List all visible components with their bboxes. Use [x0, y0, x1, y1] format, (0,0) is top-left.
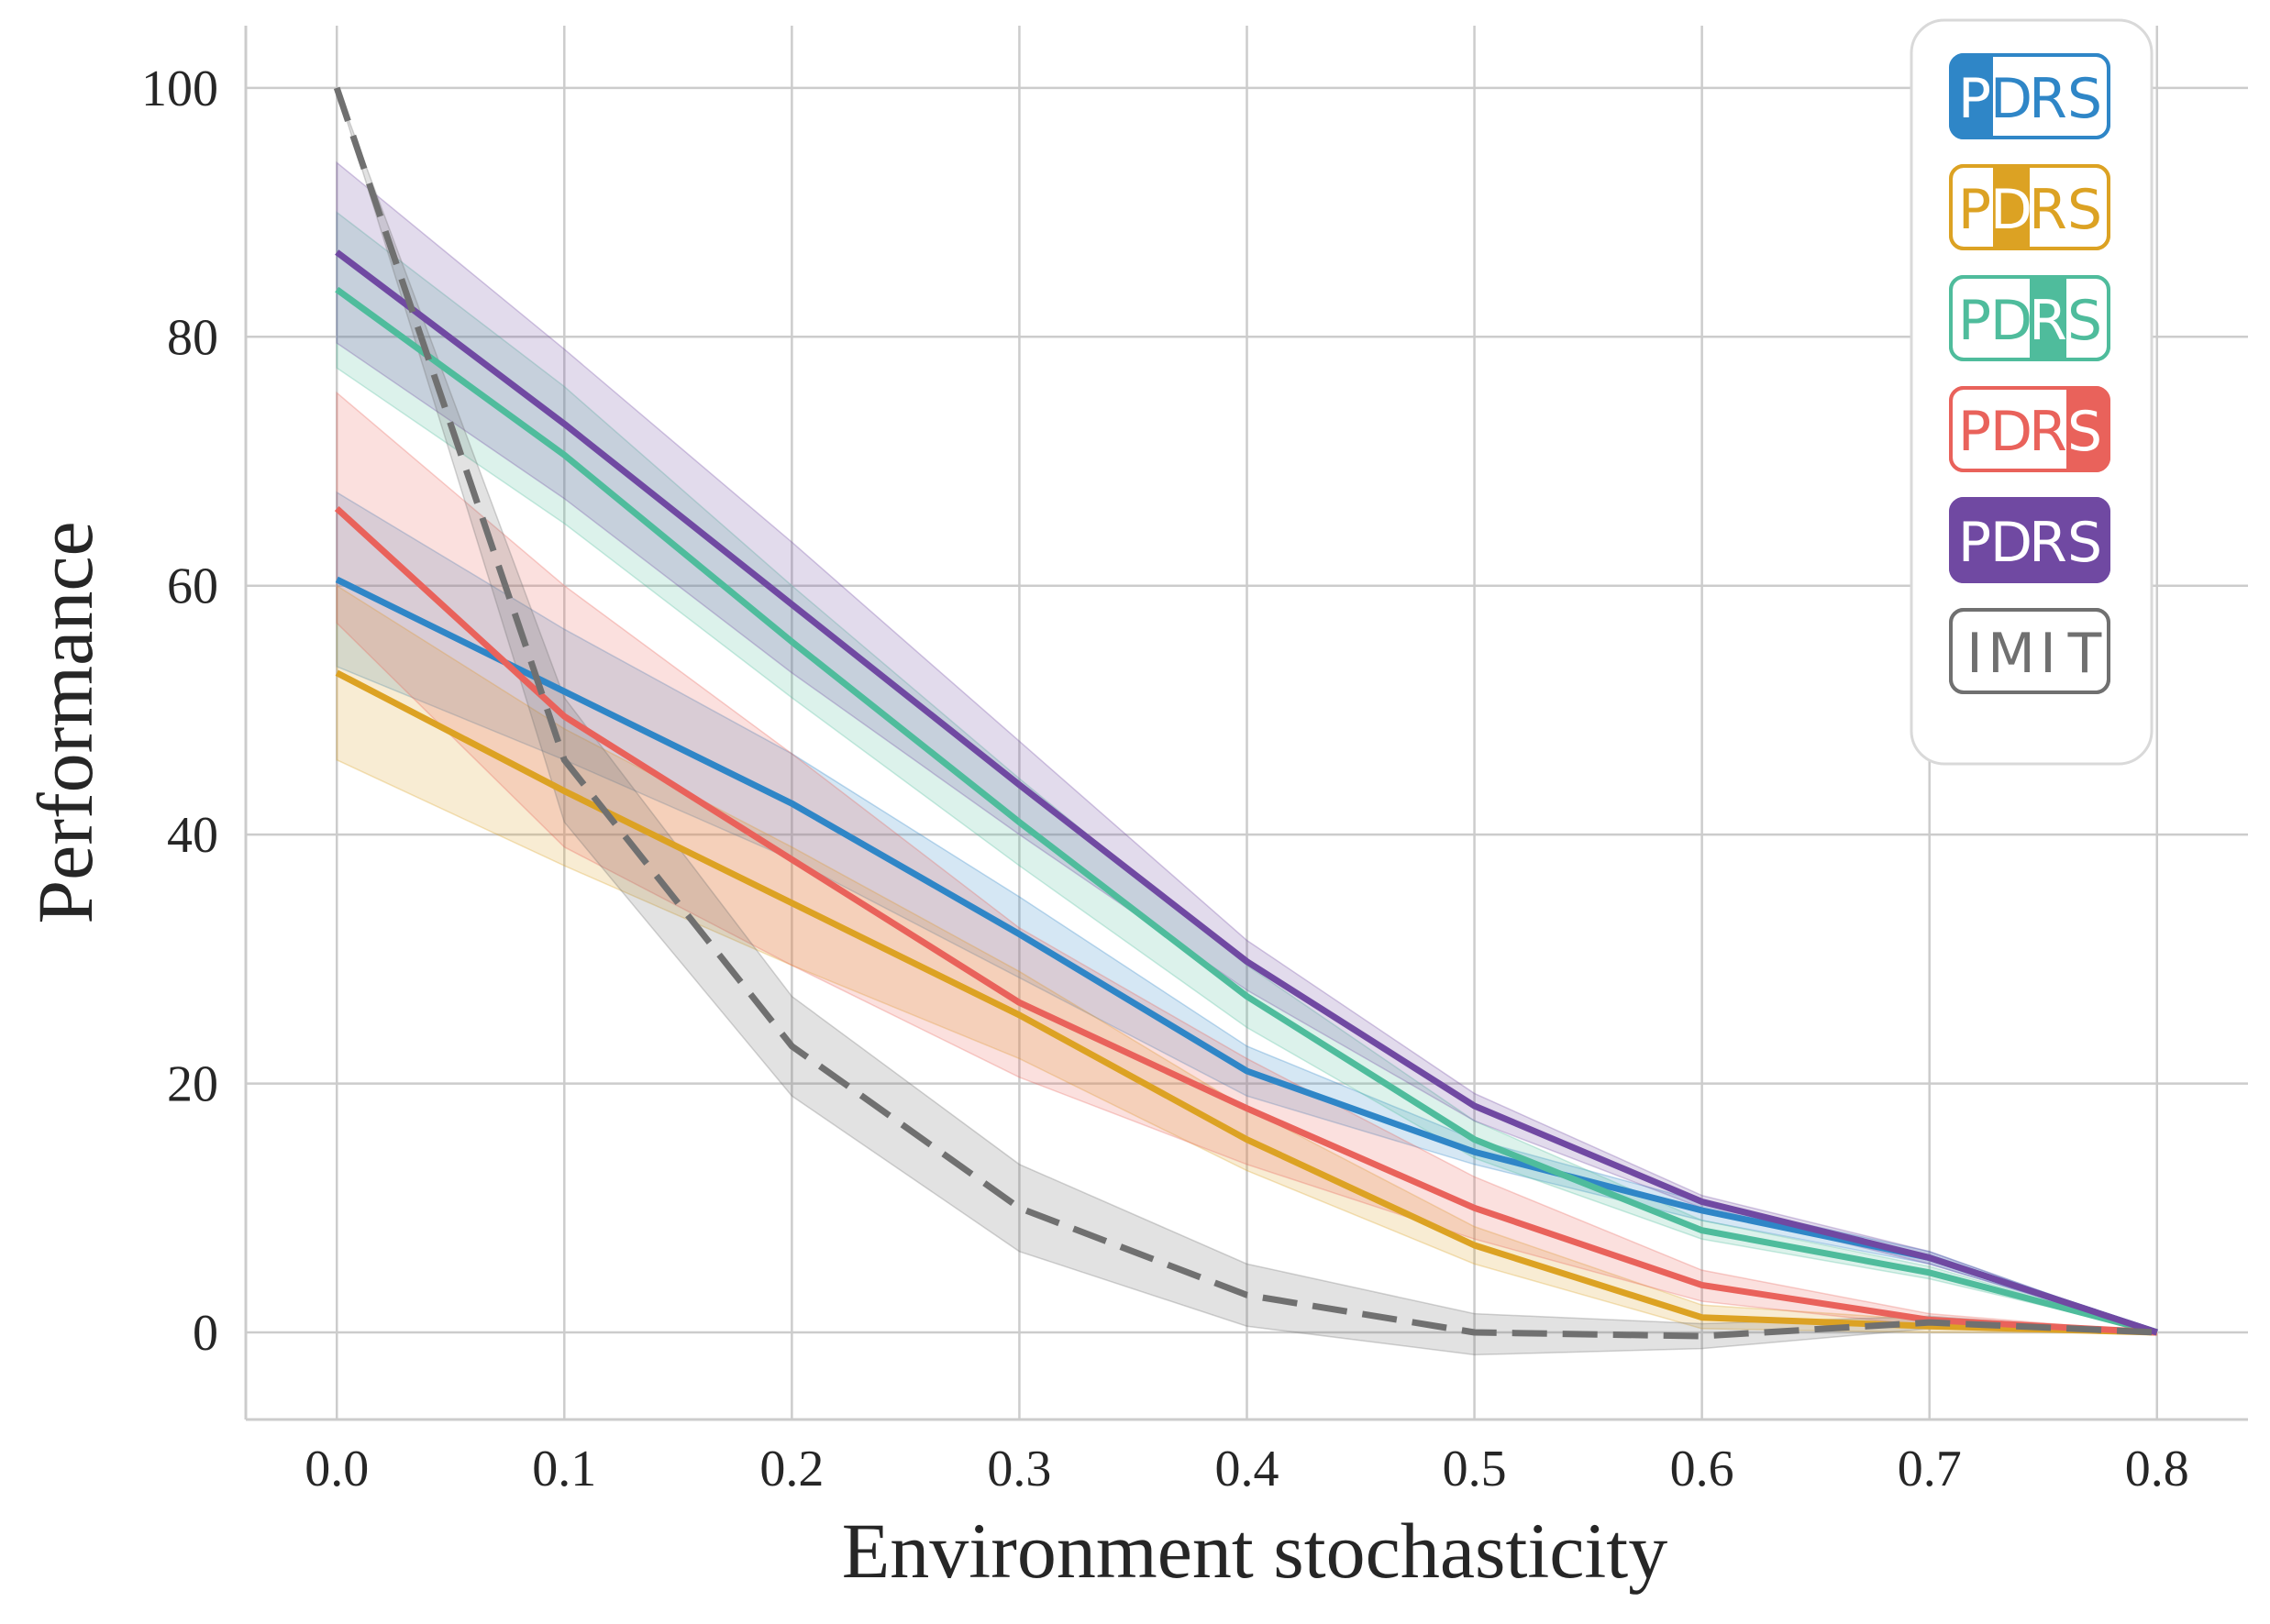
legend-entry-2: PDR S	[1949, 275, 2110, 361]
legend-letter: D	[1990, 178, 2032, 242]
series-3-line	[334, 505, 2157, 1336]
y-tick-label: 20	[167, 1056, 218, 1113]
legend-letter: S	[2067, 289, 2102, 353]
x-axis-title: Environment stochasticity	[842, 1507, 1667, 1595]
x-tick-label: 0.7	[1898, 1441, 1962, 1497]
legend-letter: P	[1958, 67, 1991, 131]
axes	[244, 26, 2248, 1421]
legend-entry-3: PDR S	[1949, 386, 2110, 472]
y-tick-label: 0	[193, 1305, 218, 1362]
x-tick-label: 0.2	[759, 1441, 824, 1497]
y-tick-label: 40	[167, 807, 218, 864]
series-lines	[333, 86, 2158, 1340]
legend-letter: D	[1990, 511, 2032, 575]
legend-badge-border	[1949, 53, 2110, 139]
legend-badge-border	[1949, 164, 2110, 250]
legend-letter: R	[2029, 289, 2067, 353]
legend-letter: R	[2029, 67, 2067, 131]
legend-highlight-fill	[2066, 388, 2096, 470]
legend-letter: D	[1990, 67, 2032, 131]
x-tick-label: 0.1	[532, 1441, 596, 1497]
legend-letter: S	[2067, 67, 2102, 131]
y-tick-label: 80	[167, 309, 218, 366]
series-5-line	[333, 86, 2157, 1340]
tick-labels: 0.0 0.1 0.2 0.3 0.4 0.5 0.6 0.7 0.8 0 20 40 60 80 100	[141, 61, 2189, 1497]
legend-letter: R	[2029, 178, 2067, 242]
y-tick-label: 100	[141, 61, 218, 117]
legend-letter: S	[2067, 511, 2102, 575]
legend-badge-border	[1949, 608, 2110, 694]
x-tick-label: 0.6	[1670, 1441, 1734, 1497]
x-tick-label: 0.4	[1215, 1441, 1279, 1497]
y-tick-label: 60	[167, 558, 218, 615]
x-tick-label: 0.3	[987, 1441, 1051, 1497]
legend-badge-border	[1949, 497, 2110, 583]
legend-badge-border	[1949, 275, 2110, 361]
x-tick-label: 0.0	[305, 1441, 369, 1497]
legend-letter: P	[1958, 511, 1991, 575]
legend-letter: P	[1958, 400, 1991, 464]
legend-entry-0: PDR S	[1949, 53, 2110, 139]
legend-letter: I	[1966, 622, 1983, 686]
series-1-line	[335, 669, 2157, 1336]
legend-letter: R	[2029, 400, 2067, 464]
y-axis-title: Performance	[21, 521, 109, 923]
legend-entry-1: PDR S	[1949, 164, 2110, 250]
legend-letter: M	[1988, 622, 2035, 686]
legend-highlight	[2030, 277, 2066, 359]
series-2-line	[335, 286, 2158, 1336]
legend-letter: P	[1958, 289, 1991, 353]
legend-letter: R	[2029, 511, 2067, 575]
legend-highlight-fill	[1964, 55, 1993, 138]
legend-letter: D	[1990, 289, 2032, 353]
legend-badge-border	[1949, 386, 2110, 472]
legend-letter: I	[2040, 622, 2056, 686]
legend-highlight	[1993, 166, 2030, 249]
legend-letter: S	[2067, 178, 2102, 242]
legend-entry-4: PDR S	[1949, 497, 2110, 583]
series-4-line	[335, 249, 2158, 1336]
legend-letter: D	[1990, 400, 2032, 464]
x-tick-label: 0.8	[2125, 1441, 2189, 1497]
x-tick-label: 0.5	[1443, 1441, 1507, 1497]
legend-letter: S	[2067, 400, 2102, 464]
legend-letter: T	[2067, 622, 2102, 686]
legend-letter: P	[1958, 178, 1991, 242]
